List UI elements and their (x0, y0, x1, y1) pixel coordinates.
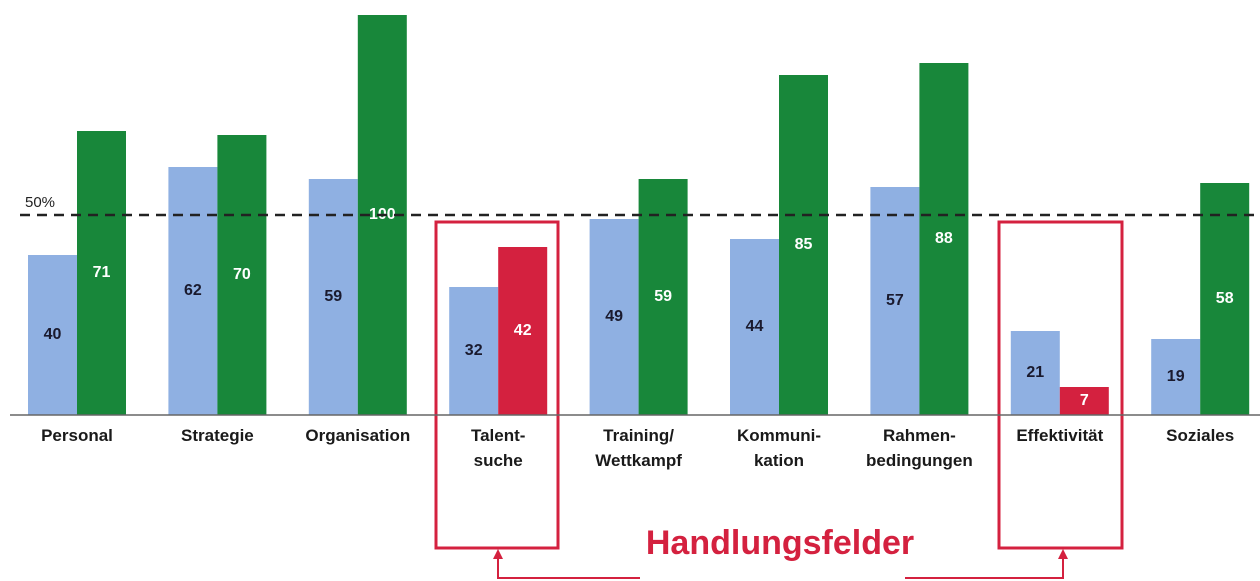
x-tick-label-line: Personal (41, 426, 113, 445)
x-tick-label-line: Talent- (471, 426, 525, 445)
bar (638, 179, 688, 415)
bar (498, 247, 548, 415)
bar (308, 179, 358, 415)
x-tick-label: Organisation (305, 426, 410, 445)
data-label: 7 (1080, 392, 1089, 409)
bar (870, 187, 920, 415)
bar (77, 131, 126, 415)
data-label: 57 (886, 292, 904, 309)
data-label: 44 (746, 318, 764, 335)
x-tick-label-line: Organisation (305, 426, 410, 445)
data-label: 21 (1026, 364, 1044, 381)
x-tick-label-line: kation (754, 451, 804, 470)
highlight-box (434, 220, 560, 550)
bar (1059, 387, 1109, 415)
x-tick-label-line: Effektivität (1016, 426, 1103, 445)
x-tick-label: Talent-suche (471, 426, 525, 470)
bar (1010, 331, 1060, 415)
x-tick-label: Training/Wettkampf (595, 426, 682, 470)
data-label: 85 (795, 236, 813, 253)
data-label: 71 (93, 264, 111, 281)
x-tick-label-line: suche (474, 451, 523, 470)
bar (28, 255, 77, 415)
x-tick-label: Strategie (181, 426, 254, 445)
data-label: 88 (935, 230, 953, 247)
x-tick-label-line: Kommuni- (737, 426, 821, 445)
reference-label: 50% (25, 194, 55, 211)
arrow-head (1058, 549, 1068, 559)
data-label: 59 (654, 288, 672, 305)
bar (168, 167, 218, 415)
data-label: 59 (324, 288, 342, 305)
data-label: 58 (1216, 290, 1234, 307)
data-label: 70 (233, 266, 251, 283)
bar (449, 287, 499, 415)
x-tick-label-line: Strategie (181, 426, 254, 445)
data-label: 32 (465, 342, 483, 359)
bar (779, 75, 828, 415)
x-tick-label-line: Training/ (603, 426, 674, 445)
arrow-head (493, 549, 503, 559)
x-tick-label-line: Wettkampf (595, 451, 682, 470)
x-tick-label: Personal (41, 426, 113, 445)
annotation: Handlungsfelder (646, 524, 914, 562)
bar (217, 135, 267, 415)
data-label: 42 (514, 322, 532, 339)
arrow (905, 556, 1064, 579)
bar (1200, 183, 1250, 415)
bar (919, 63, 969, 415)
data-label: 62 (184, 282, 202, 299)
highlight-box (997, 220, 1124, 550)
arrow (497, 556, 640, 579)
x-tick-label-line: bedingungen (866, 451, 973, 470)
x-tick-label-line: Soziales (1166, 426, 1234, 445)
x-tick-label: Effektivität (1016, 426, 1103, 445)
bar (589, 219, 639, 415)
x-tick-label: Kommuni-kation (737, 426, 821, 470)
bar (730, 239, 779, 415)
data-label: 19 (1167, 368, 1185, 385)
data-label: 49 (605, 308, 623, 325)
bar (1151, 339, 1201, 415)
data-label: 40 (44, 326, 62, 343)
x-tick-label: Soziales (1166, 426, 1234, 445)
x-tick-label: Rahmen-bedingungen (866, 426, 973, 470)
x-tick-label-line: Rahmen- (883, 426, 956, 445)
